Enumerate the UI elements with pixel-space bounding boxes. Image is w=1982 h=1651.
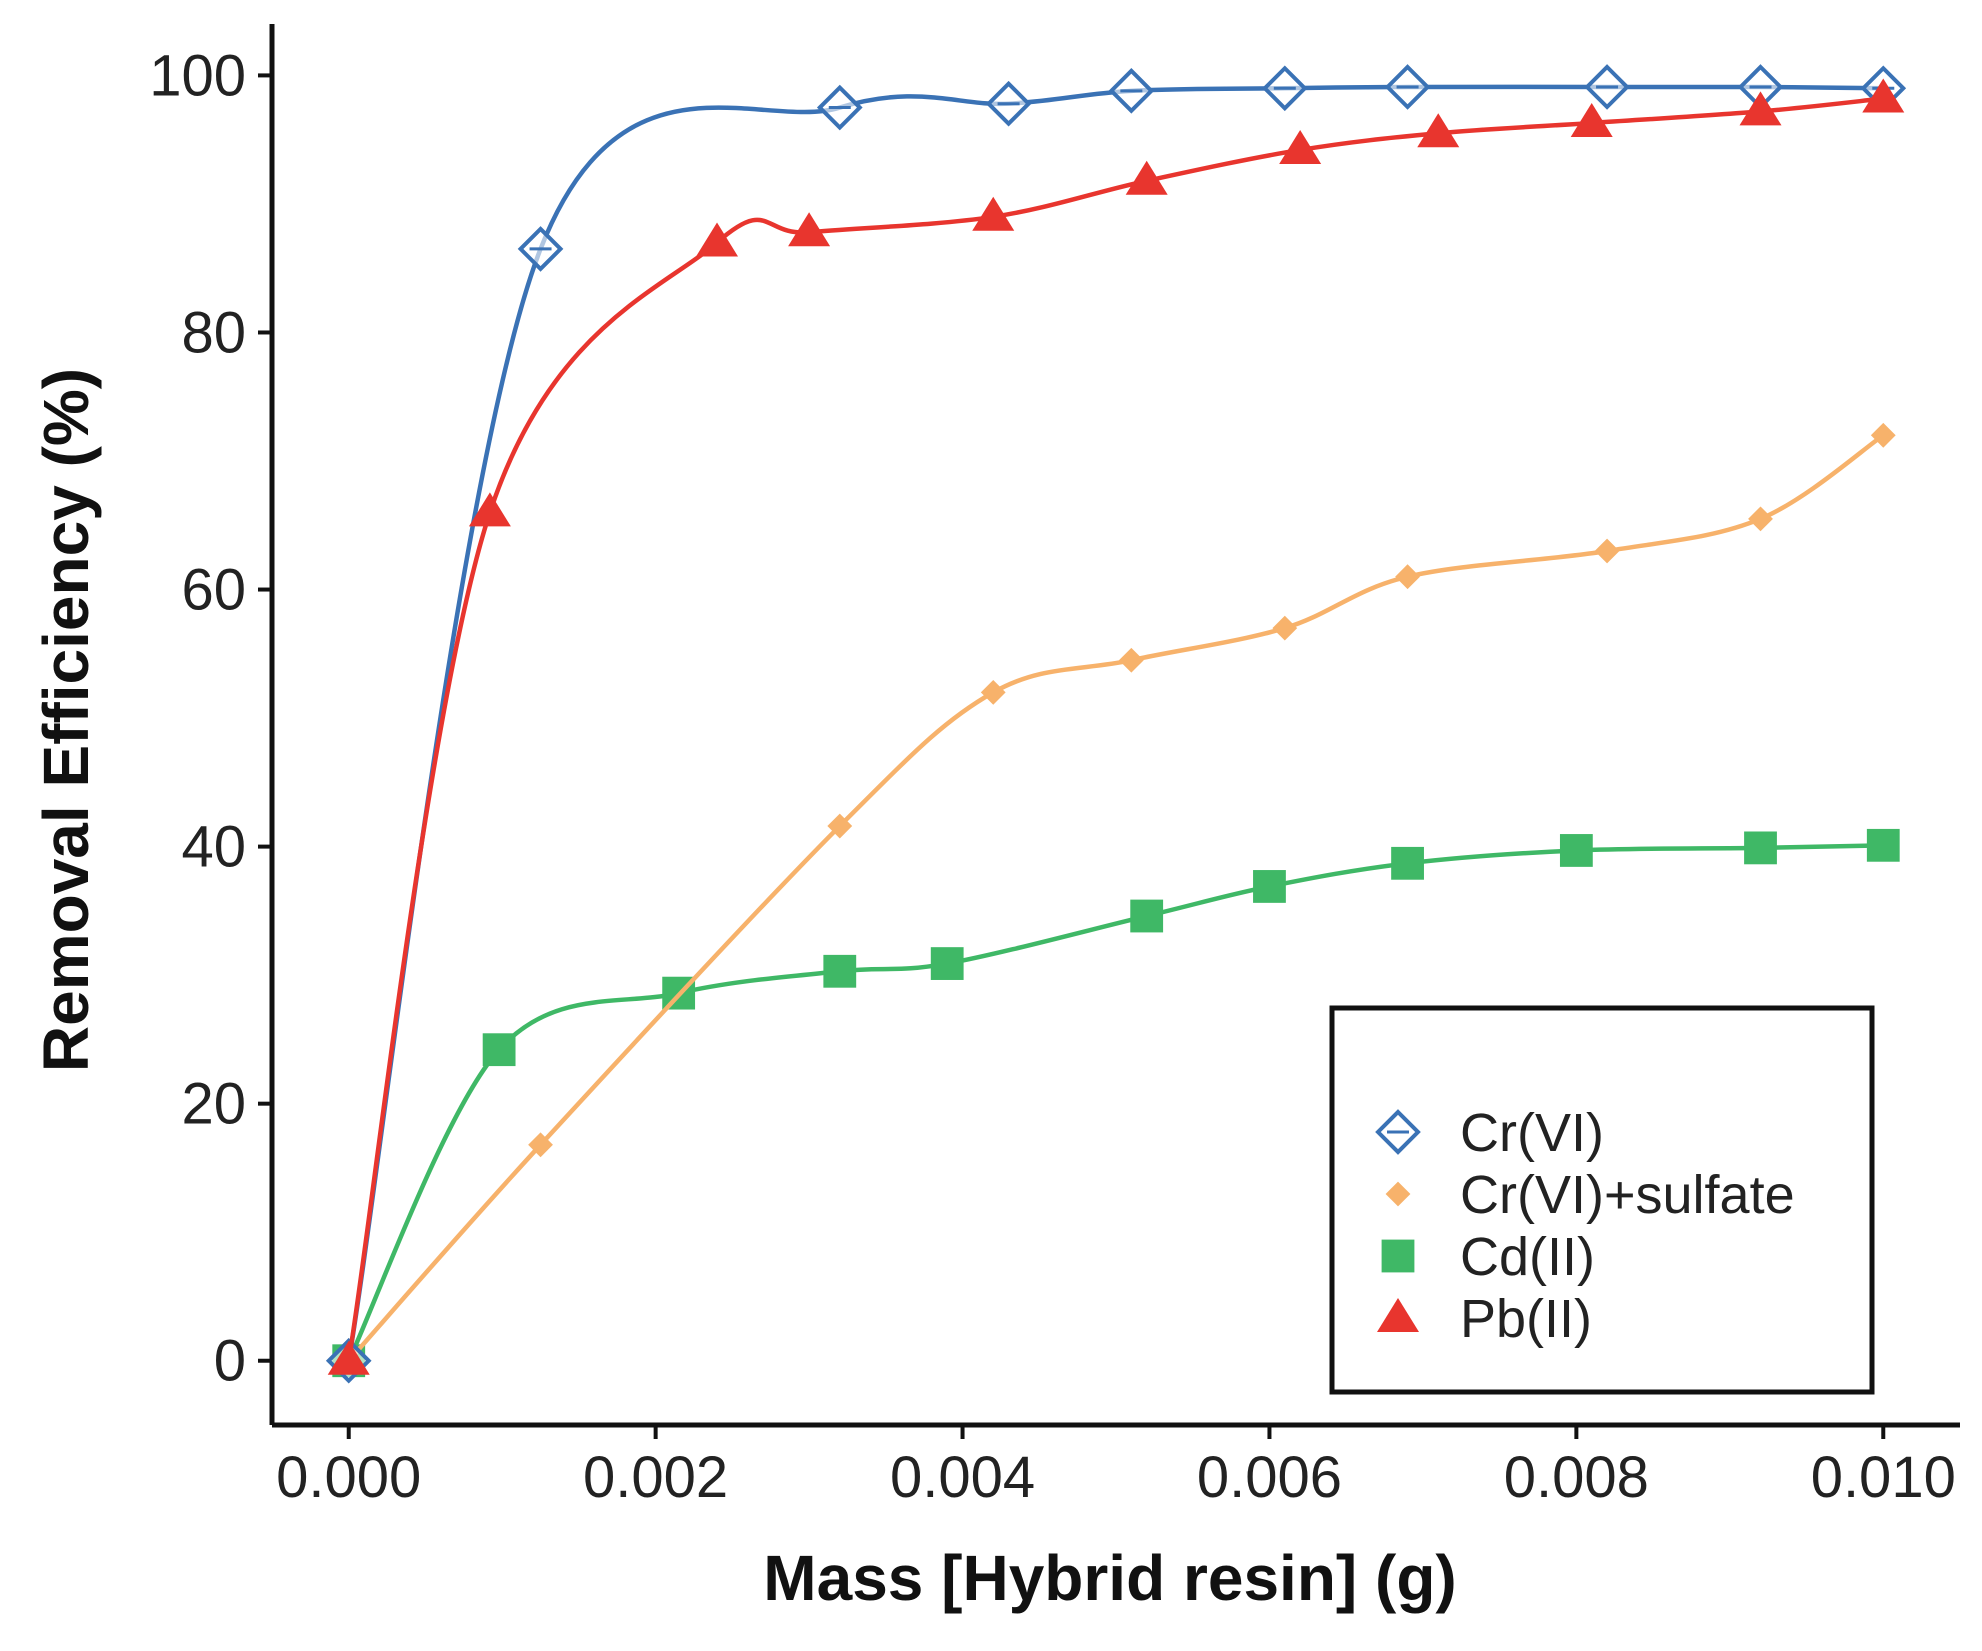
legend-item-cr-vi-sulfate: Cr(VI)+sulfate [1385, 1165, 1795, 1225]
data-point-cr-vi-sulfate [528, 1132, 553, 1158]
data-point-cr-vi-sulfate [1272, 615, 1298, 641]
y-tick-label: 100 [149, 43, 246, 108]
data-point-pb-ii [1279, 129, 1322, 164]
x-tick-label: 0.010 [1811, 1445, 1956, 1510]
data-point-cr-vi-sulfate [1748, 506, 1773, 532]
data-point-cd-ii [1559, 834, 1593, 867]
axes-layer: 0 20 40 60 80 100 0.000 0.002 0.004 0.006 0.008 0.0… [149, 24, 1960, 1510]
x-tick-label: 0.004 [890, 1445, 1035, 1510]
data-point-cd-ii [482, 1033, 516, 1067]
data-point-pb-ii [1862, 78, 1905, 113]
x-tick-label: 0.000 [276, 1445, 421, 1510]
legend-box [1329, 1005, 1875, 1395]
legend-marker-pb-ii [1377, 1298, 1419, 1332]
data-point-pb-ii [1570, 102, 1613, 137]
data-point-cr-vi-sulfate [827, 813, 853, 839]
x-tick-label: 0.006 [1197, 1445, 1342, 1510]
legend-label-cd-ii: Cd(II) [1460, 1227, 1595, 1287]
legend-item-cr-vi: Cr(VI) [1375, 1103, 1604, 1163]
data-point-cd-ii [1130, 899, 1164, 933]
y-axis-title: Removal Efficiency (%) [30, 368, 102, 1072]
legend-label-cr-vi-sulfate: Cr(VI)+sulfate [1460, 1165, 1795, 1225]
series-cr-vi-sulfate [336, 422, 1896, 1374]
data-point-cd-ii [823, 954, 857, 988]
x-axis-title: Mass [Hybrid resin] (g) [763, 1542, 1456, 1614]
series-cr-vi [325, 64, 1907, 1384]
series-cd-ii [332, 828, 1900, 1378]
legend-item-cd-ii: Cd(II) [1381, 1227, 1595, 1287]
x-tick-label: 0.008 [1504, 1445, 1649, 1510]
y-tick-label: 80 [181, 300, 246, 365]
data-point-cr-vi-sulfate [980, 679, 1006, 705]
legend-marker-cd-ii [1381, 1239, 1415, 1273]
data-point-pb-ii [468, 492, 511, 527]
data-point-pb-ii [327, 1340, 370, 1375]
data-point-cd-ii [1253, 870, 1286, 903]
data-point-cr-vi-sulfate [1118, 647, 1144, 673]
y-tick-label: 20 [181, 1072, 246, 1137]
y-tick-label: 60 [181, 558, 246, 623]
y-tick-label: 0 [214, 1329, 246, 1394]
data-point-cd-ii [1391, 846, 1424, 880]
series-line-cd-ii [346, 843, 1884, 1362]
y-tick-label: 40 [181, 815, 246, 880]
data-point-pb-ii [972, 196, 1015, 231]
data-point-pb-ii [1125, 160, 1168, 195]
data-point-pb-ii [1739, 91, 1782, 126]
data-point-cr-vi-sulfate [1395, 564, 1420, 590]
data-point-cd-ii [1744, 831, 1777, 865]
data-point-cd-ii [930, 947, 964, 980]
data-point-cr-vi-sulfate [1594, 538, 1620, 564]
data-point-cd-ii [1866, 828, 1900, 862]
data-point-pb-ii [696, 222, 739, 257]
data-point-pb-ii [1417, 113, 1460, 148]
legend-marker-cr-vi-sulfate [1385, 1181, 1411, 1207]
legend-label-cr-vi: Cr(VI) [1460, 1103, 1604, 1163]
data-point-pb-ii [788, 212, 831, 247]
legend-item-pb-ii: Pb(II) [1377, 1289, 1592, 1349]
series-pb-ii [327, 78, 1905, 1375]
series-layer [325, 64, 1907, 1384]
legend-label-pb-ii: Pb(II) [1460, 1289, 1592, 1349]
data-point-cr-vi-sulfate [1870, 422, 1896, 448]
x-tick-label: 0.002 [583, 1445, 728, 1510]
